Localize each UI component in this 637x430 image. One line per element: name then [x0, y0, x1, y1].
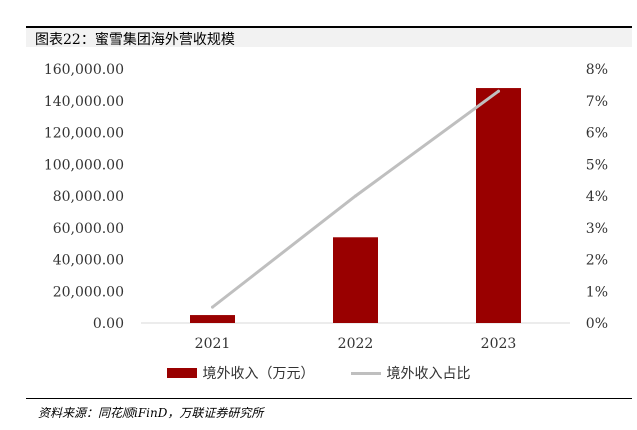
share-point-2023	[497, 89, 500, 93]
right-tick-label: 5%	[586, 157, 608, 173]
left-tick-label: 40,000.00	[53, 253, 124, 269]
right-tick-label: 1%	[586, 284, 608, 300]
share-point-2021	[211, 305, 214, 309]
x-tick-label: 2022	[338, 336, 374, 352]
legend-item-line: 境外收入占比	[350, 363, 471, 383]
source-note: 资料来源：同花顺iFinD，万联证券研究所	[38, 406, 264, 420]
bar-2022	[333, 237, 378, 323]
left-tick-label: 0.00	[93, 316, 124, 332]
right-tick-label: 0%	[586, 316, 608, 332]
left-tick-label: 160,000.00	[44, 62, 124, 78]
chart-title-bar: 图表22：蜜雪集团海外营收规模	[26, 26, 632, 48]
right-tick-label: 7%	[586, 94, 608, 110]
bar-2023	[476, 88, 521, 323]
legend: 境外收入（万元） 境外收入占比	[0, 363, 637, 383]
right-tick-label: 4%	[586, 189, 608, 205]
legend-label-bar: 境外收入（万元）	[202, 366, 315, 382]
right-tick-label: 8%	[586, 62, 608, 78]
right-tick-label: 2%	[586, 253, 608, 269]
legend-bar-swatch	[166, 368, 197, 378]
x-tick-label: 2021	[195, 336, 231, 352]
right-axis: 0% 1% 2% 3% 4% 5% 6% 7% 8%	[586, 62, 608, 332]
source-divider	[26, 398, 632, 399]
left-tick-label: 20,000.00	[53, 284, 124, 300]
right-tick-label: 3%	[586, 221, 608, 237]
x-tick-label: 2023	[481, 336, 517, 352]
legend-line-swatch	[350, 371, 381, 375]
legend-item-bar: 境外收入（万元）	[166, 363, 315, 383]
x-axis: 2021 2022 2023	[195, 336, 517, 352]
left-tick-label: 120,000.00	[44, 126, 124, 142]
right-tick-label: 6%	[586, 126, 608, 142]
left-tick-label: 100,000.00	[44, 157, 124, 173]
bar-series	[190, 88, 521, 323]
left-tick-label: 60,000.00	[53, 221, 124, 237]
left-tick-label: 80,000.00	[53, 189, 124, 205]
bar-2021	[190, 315, 235, 323]
left-axis: 0.00 20,000.00 40,000.00 60,000.00 80,000.00…	[44, 62, 124, 332]
chart-area: 0.00 20,000.00 40,000.00 60,000.00 80,000.00…	[44, 62, 608, 352]
legend-label-line: 境外收入占比	[386, 366, 471, 382]
left-tick-label: 140,000.00	[44, 94, 124, 110]
line-series	[211, 89, 500, 309]
chart-title: 图表22：蜜雪集团海外营收规模	[35, 32, 235, 48]
share-point-2022	[354, 194, 357, 198]
